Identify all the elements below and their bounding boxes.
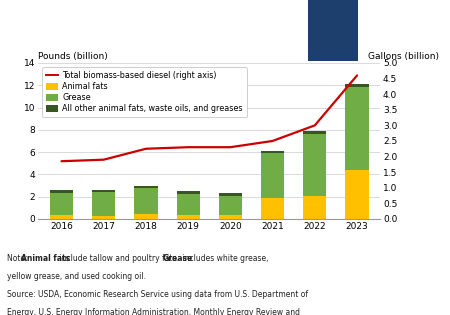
Polygon shape [308, 0, 358, 61]
Bar [219, 215, 242, 219]
Bar [176, 194, 200, 215]
Text: Gallons (billion): Gallons (billion) [368, 52, 439, 61]
Bar [176, 215, 200, 219]
Text: Energy, U.S. Energy Information Administration, Monthly Energy Review and: Energy, U.S. Energy Information Administ… [7, 308, 300, 315]
Bar [50, 190, 73, 193]
Text: Animal fats, waste oils, and grease usage in U.S.: Animal fats, waste oils, and grease usag… [9, 16, 308, 26]
Text: Source: USDA, Economic Research Service using data from U.S. Department of: Source: USDA, Economic Research Service … [7, 290, 308, 299]
Bar [261, 151, 284, 153]
Text: includes white grease,: includes white grease, [180, 254, 269, 263]
Text: of: of [367, 294, 375, 303]
Text: Note:: Note: [7, 254, 30, 263]
Bar [261, 153, 284, 198]
Bar [92, 190, 115, 192]
Bar [219, 196, 242, 215]
Bar [303, 134, 326, 196]
Bar [346, 84, 369, 87]
Legend: Total biomass-based diesel (right axis), Animal fats, Grease, All other animal f: Total biomass-based diesel (right axis),… [42, 67, 247, 117]
Bar [134, 214, 158, 219]
Bar [92, 192, 115, 215]
Bar [134, 186, 158, 188]
Bar [50, 193, 73, 215]
Bar [261, 198, 284, 219]
Text: NOTE: NOTE [382, 294, 416, 304]
Bar [346, 170, 369, 219]
Text: biomass-based diesel production, 2016–23: biomass-based diesel production, 2016–23 [9, 41, 270, 51]
Bar [303, 196, 326, 219]
Text: include tallow and poultry fats.: include tallow and poultry fats. [57, 254, 181, 263]
Bar [92, 215, 115, 219]
Polygon shape [358, 0, 450, 82]
Text: Grease: Grease [162, 254, 193, 263]
Text: CHARTS: CHARTS [292, 294, 342, 304]
Text: Pounds (billion): Pounds (billion) [38, 52, 108, 61]
Bar [303, 131, 326, 134]
Bar [346, 87, 369, 170]
Text: yellow grease, and used cooking oil.: yellow grease, and used cooking oil. [7, 272, 146, 281]
Bar [134, 188, 158, 214]
Bar [219, 193, 242, 196]
Text: Animal fats: Animal fats [21, 254, 70, 263]
Bar [176, 192, 200, 194]
Bar [50, 215, 73, 219]
